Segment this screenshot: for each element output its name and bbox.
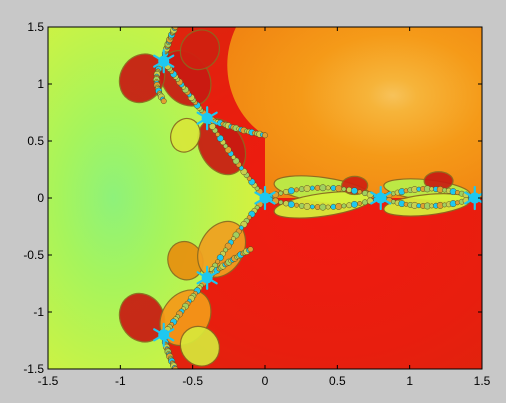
y-tick-label: -1 — [33, 305, 44, 319]
boundary-bead — [351, 201, 357, 207]
boundary-bead — [283, 201, 288, 206]
x-tick-label: -0.5 — [182, 374, 203, 388]
plot-area — [48, 22, 484, 374]
boundary-bead — [342, 187, 346, 191]
boundary-bead — [346, 187, 351, 192]
boundary-bead — [335, 185, 341, 191]
boundary-bead — [283, 189, 288, 194]
boundary-bead — [279, 191, 283, 195]
boundary-bead — [320, 204, 326, 210]
x-tick-label: 0 — [262, 374, 269, 388]
boundary-bead — [262, 133, 267, 138]
x-tick-label: 1.5 — [474, 374, 491, 388]
y-tick-label: 0 — [37, 191, 44, 205]
boundary-bead — [248, 247, 253, 252]
boundary-bead — [351, 188, 357, 194]
boundary-bead — [357, 201, 361, 205]
x-tick-label: -1.5 — [38, 374, 59, 388]
boundary-bead — [294, 188, 298, 192]
x-tick-label: 0.5 — [329, 374, 346, 388]
x-tick-label: 1 — [406, 374, 413, 388]
y-tick-label: 1.5 — [27, 20, 44, 34]
boundary-bead — [342, 204, 346, 208]
boundary-bead — [326, 205, 330, 209]
boundary-bead — [288, 188, 294, 194]
y-tick-label: 1 — [37, 77, 44, 91]
y-tick-label: -1.5 — [23, 362, 44, 376]
x-tick-label: -1 — [115, 374, 126, 388]
boundary-bead — [161, 98, 166, 103]
boundary-bead — [335, 203, 341, 209]
boundary-bead — [310, 186, 314, 190]
y-tick-label: -0.5 — [23, 248, 44, 262]
boundary-bead — [294, 203, 298, 207]
y-tick-label: 0.5 — [27, 134, 44, 148]
boundary-bead — [288, 201, 294, 207]
boundary-bead — [304, 203, 310, 209]
boundary-bead — [357, 190, 361, 194]
boundary-bead — [304, 185, 310, 191]
boundary-bead — [326, 186, 330, 190]
boundary-bead — [320, 185, 326, 191]
boundary-bead — [346, 203, 351, 208]
boundary-bead — [310, 205, 314, 209]
boundary-bead — [279, 200, 283, 204]
